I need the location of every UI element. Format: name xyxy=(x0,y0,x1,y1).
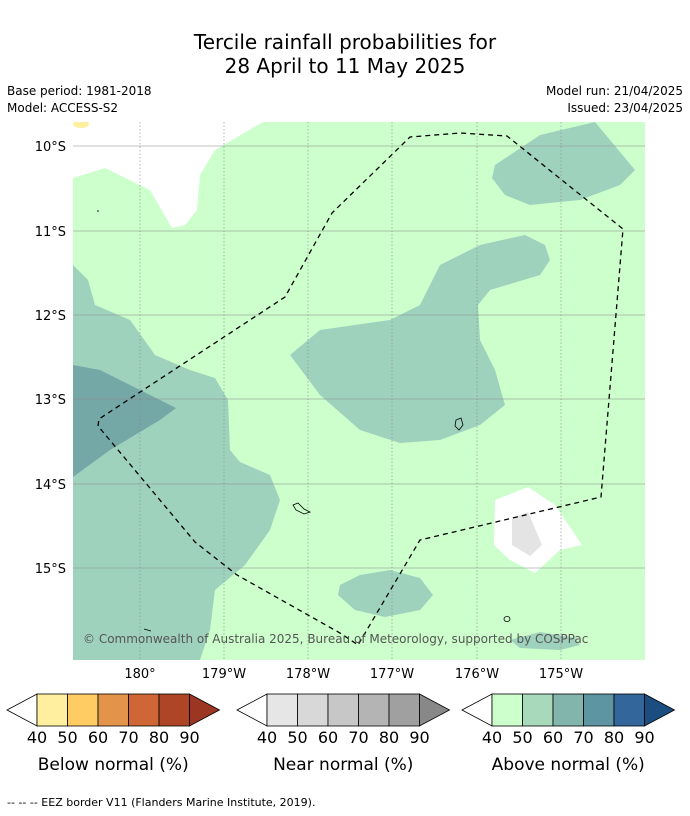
island xyxy=(143,628,152,632)
lat-label: 12°S xyxy=(35,309,66,324)
lat-labels: 10°S 11°S 12°S 13°S 14°S 15°S xyxy=(35,140,66,577)
colorbars: 40 50 60 70 80 90 Below normal (%) 40 50 60 70 80 90… xyxy=(6,693,676,775)
colorbar-cell xyxy=(297,693,329,727)
model-run: Model run: 21/04/2025 xyxy=(545,84,683,98)
eez-border xyxy=(97,132,624,646)
title-line-1: Tercile rainfall probabilities for xyxy=(193,30,497,54)
colorbar-3: 40 50 60 70 80 90 Above normal (%) xyxy=(461,693,676,775)
colorbar-cell xyxy=(583,693,615,727)
colorbar-max-arrow xyxy=(189,693,221,727)
colorbar-cell xyxy=(491,693,523,727)
meta-right: Model run: 21/04/2025 Issued: 23/04/2025 xyxy=(546,83,683,117)
colorbar-tick-label: 50 xyxy=(57,728,77,747)
copyright-notice: © Commonwealth of Australia 2025, Bureau… xyxy=(83,632,589,646)
colorbar-tick-label: 60 xyxy=(318,728,338,747)
colorbar-1: 40 50 60 70 80 90 Below normal (%) xyxy=(6,693,221,775)
colorbar-cell xyxy=(613,693,645,727)
colorbar-cell xyxy=(128,693,160,727)
meta-left: Base period: 1981-2018 Model: ACCESS-S2 xyxy=(7,83,152,117)
below-normal-patch xyxy=(73,122,89,128)
colorbar-cell xyxy=(358,693,390,727)
colorbar-max-arrow xyxy=(644,693,676,727)
above-normal-50-central xyxy=(290,235,550,443)
colorbar-min-arrow xyxy=(236,693,268,727)
colorbar-min-arrow xyxy=(6,693,38,727)
colorbar-cell xyxy=(522,693,554,727)
colorbar-tick-label: 60 xyxy=(543,728,563,747)
colorbar-tick-label: 40 xyxy=(27,728,47,747)
map-title: Tercile rainfall probabilities for 28 Ap… xyxy=(0,30,690,78)
above-normal-50-south xyxy=(338,570,433,617)
colorbar-cell xyxy=(158,693,190,727)
above-normal-50-west xyxy=(73,265,280,660)
island xyxy=(503,616,511,622)
colorbar-tick-label: 80 xyxy=(149,728,169,747)
colorbar-tick-label: 50 xyxy=(512,728,532,747)
colorbar-2: 40 50 60 70 80 90 Near normal (%) xyxy=(236,693,451,775)
colorbar-cell xyxy=(67,693,99,727)
colorbar-label: Below normal (%) xyxy=(38,755,189,775)
colorbar-tick-label: 80 xyxy=(379,728,399,747)
above-normal-50-southeast xyxy=(510,632,580,650)
colorbar-tick-label: 90 xyxy=(634,728,654,747)
colorbar-cell xyxy=(97,693,129,727)
colorbar-tick-label: 80 xyxy=(604,728,624,747)
lat-label: 14°S xyxy=(35,478,66,493)
title-line-2: 28 April to 11 May 2025 xyxy=(224,54,466,78)
colorbar-cell xyxy=(36,693,68,727)
above-normal-60-west xyxy=(73,365,176,477)
lon-label: 176°W xyxy=(455,667,499,682)
colorbar-tick-label: 70 xyxy=(118,728,138,747)
colorbar-cell xyxy=(327,693,359,727)
colorbar-tick-label: 50 xyxy=(287,728,307,747)
near-normal-patch xyxy=(512,512,542,556)
lat-label: 11°S xyxy=(35,225,66,240)
gridlines xyxy=(73,122,645,660)
eez-border-legend: -- -- -- EEZ border V11 (Flanders Marine… xyxy=(7,796,316,809)
lon-label: 179°W xyxy=(202,667,246,682)
colorbar-tick-label: 40 xyxy=(257,728,277,747)
above-normal-50-northeast xyxy=(492,122,635,205)
map-fill xyxy=(73,122,645,660)
colorbar-tick-label: 90 xyxy=(409,728,429,747)
colorbar-tick-label: 90 xyxy=(179,728,199,747)
colorbar-min-arrow xyxy=(461,693,493,727)
base-period: Base period: 1981-2018 xyxy=(7,84,152,98)
lon-labels: 180° 179°W 178°W 177°W 176°W 175°W xyxy=(124,667,583,682)
lon-label: 175°W xyxy=(539,667,583,682)
colorbar-tick-label: 40 xyxy=(482,728,502,747)
lon-label: 177°W xyxy=(370,667,414,682)
colorbar-label: Above normal (%) xyxy=(492,755,645,775)
model-name: Model: ACCESS-S2 xyxy=(7,101,119,115)
lon-label: 178°W xyxy=(286,667,330,682)
lat-label: 15°S xyxy=(35,562,66,577)
colorbar-cell xyxy=(266,693,298,727)
colorbar-cell xyxy=(388,693,420,727)
issued-date: Issued: 23/04/2025 xyxy=(567,101,683,115)
lat-label: 10°S xyxy=(35,140,66,155)
colorbar-tick-label: 60 xyxy=(88,728,108,747)
island xyxy=(97,210,99,212)
no-signal-area-northwest xyxy=(73,122,263,228)
colorbar-label: Near normal (%) xyxy=(273,755,413,775)
colorbar-tick-label: 70 xyxy=(348,728,368,747)
lat-label: 13°S xyxy=(35,393,66,408)
island xyxy=(292,502,312,515)
island xyxy=(454,417,464,431)
colorbar-max-arrow xyxy=(419,693,451,727)
no-signal-area-east xyxy=(494,487,582,573)
colorbar-tick-label: 70 xyxy=(573,728,593,747)
lon-label: 180° xyxy=(124,667,155,682)
colorbar-cell xyxy=(552,693,584,727)
